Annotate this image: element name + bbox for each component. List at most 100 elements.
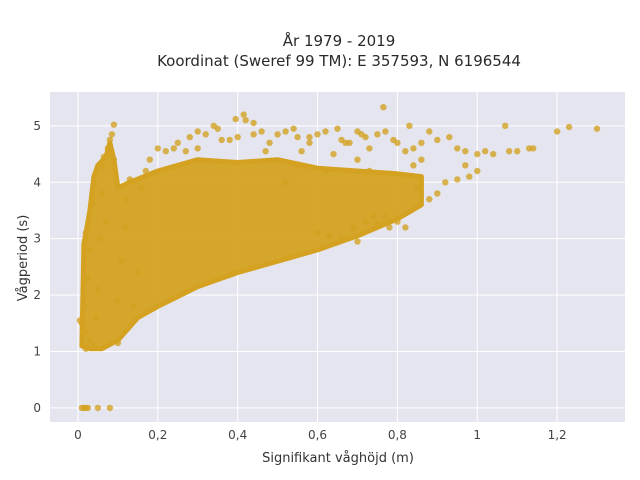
data-point — [92, 314, 100, 321]
data-point — [146, 156, 153, 163]
data-point — [434, 136, 441, 144]
data-point — [406, 122, 413, 129]
data-point — [186, 133, 193, 141]
data-point — [298, 148, 305, 155]
y-tick-label: 5 — [33, 119, 41, 133]
data-point — [102, 218, 110, 225]
x-axis-title: Signifikant våghöjd (m) — [262, 451, 414, 466]
data-point — [142, 167, 149, 175]
data-point — [122, 196, 130, 203]
data-point — [402, 148, 409, 155]
data-point — [374, 131, 381, 138]
data-point — [170, 145, 177, 152]
data-point — [506, 148, 513, 155]
x-tick-label: 0,8 — [388, 428, 407, 442]
x-tick-label: 0 — [74, 428, 82, 442]
data-point — [326, 232, 333, 239]
data-point — [110, 121, 118, 128]
data-point — [426, 128, 433, 135]
data-point — [342, 139, 349, 146]
y-tick-label: 2 — [33, 288, 41, 302]
data-point — [390, 136, 397, 144]
data-point — [226, 136, 233, 144]
data-point — [354, 156, 361, 163]
data-point — [402, 224, 409, 231]
data-point — [306, 139, 313, 146]
data-point — [482, 148, 489, 155]
data-point — [354, 238, 361, 245]
y-tick-label: 4 — [33, 175, 41, 189]
data-point — [174, 139, 181, 146]
data-point — [394, 218, 401, 225]
data-point — [110, 156, 118, 163]
data-point — [410, 145, 417, 152]
data-point — [98, 190, 106, 197]
y-axis-ticks: 0 1 2 3 4 5 — [33, 119, 41, 415]
data-point — [240, 111, 247, 118]
data-point — [382, 212, 389, 220]
data-point — [84, 275, 92, 282]
y-tick-label: 3 — [33, 232, 41, 246]
x-tick-label: 0,6 — [308, 428, 327, 442]
x-tick-label: 1 — [473, 428, 481, 442]
data-point — [88, 201, 96, 208]
data-point — [314, 131, 321, 138]
data-point — [242, 117, 249, 124]
x-axis-ticks: 0 0,2 0,4 0,6 0,8 1 1,2 — [74, 428, 567, 442]
data-point — [126, 176, 134, 183]
data-point — [232, 115, 239, 123]
data-point — [462, 162, 469, 169]
data-point — [362, 218, 369, 225]
data-point — [96, 235, 104, 242]
data-point — [108, 131, 116, 138]
data-point — [82, 345, 90, 352]
data-point — [334, 125, 341, 132]
data-point — [86, 246, 94, 254]
data-point — [90, 342, 98, 349]
data-point — [282, 179, 289, 186]
x-tick-label: 0,2 — [148, 428, 167, 442]
y-axis-title: Vågperiod (s) — [16, 215, 31, 302]
data-point — [134, 269, 141, 276]
data-point — [202, 131, 209, 138]
data-point — [114, 339, 122, 347]
data-point — [502, 122, 509, 129]
data-point — [553, 128, 561, 135]
data-point — [454, 145, 461, 152]
x-tick-label: 1,2 — [548, 428, 567, 442]
data-point — [466, 173, 473, 180]
data-point — [130, 303, 138, 310]
data-point — [294, 162, 301, 169]
data-point — [350, 224, 357, 231]
data-point — [82, 328, 90, 335]
data-point — [418, 139, 425, 146]
data-point — [258, 128, 265, 135]
data-point — [290, 125, 297, 132]
data-point — [530, 145, 537, 152]
data-point — [114, 297, 122, 304]
data-point — [462, 148, 469, 155]
data-point — [100, 153, 108, 161]
data-point — [330, 150, 337, 158]
data-point — [380, 104, 387, 111]
data-point — [80, 303, 88, 310]
data-point — [386, 224, 393, 231]
data-point — [210, 122, 217, 129]
data-point — [382, 128, 389, 135]
data-point — [282, 128, 289, 135]
data-point — [366, 145, 373, 152]
data-point — [250, 131, 257, 138]
data-point — [138, 184, 145, 192]
data-point — [84, 404, 92, 412]
data-point — [434, 190, 441, 197]
data-point — [370, 212, 377, 220]
data-point — [593, 125, 601, 132]
x-tick-label: 0,4 — [228, 428, 247, 442]
data-point — [106, 404, 114, 412]
data-point — [442, 179, 449, 186]
data-point — [94, 404, 102, 412]
data-point — [410, 162, 417, 169]
data-point — [94, 286, 102, 293]
chart-title-line-1: År 1979 - 2019 — [283, 31, 396, 50]
